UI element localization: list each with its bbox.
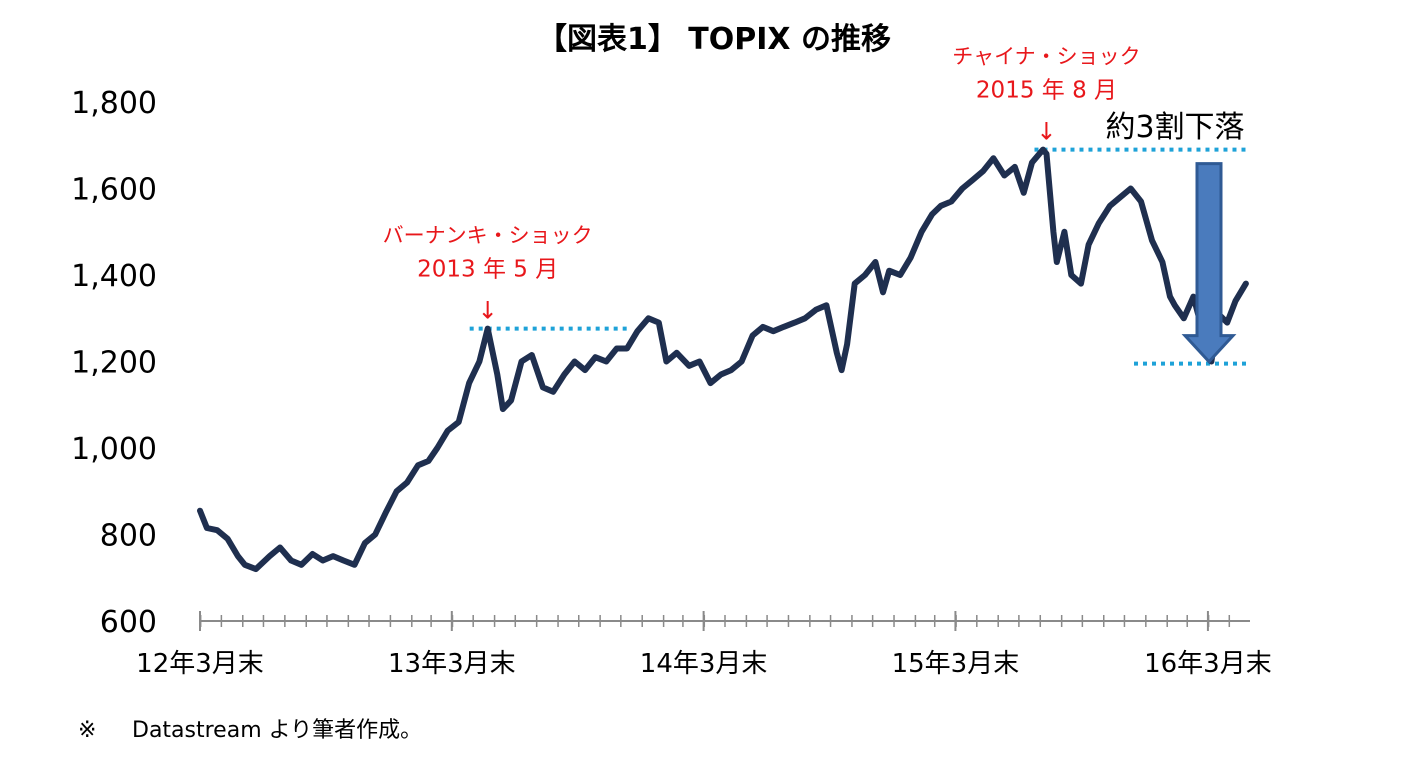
chart-title: 【図表1】 TOPIX の推移 — [536, 22, 891, 57]
source-note: ※ Datastream より筆者作成。 — [78, 712, 422, 744]
note-text: Datastream より筆者作成。 — [132, 718, 423, 743]
x-tick-label: 13年3月末 — [388, 649, 516, 679]
y-tick-label: 1,800 — [71, 86, 157, 121]
x-tick-label: 14年3月末 — [640, 649, 768, 679]
y-tick-label: 1,600 — [71, 173, 157, 208]
annotation-arrow-1: ↓ — [478, 297, 498, 325]
y-tick-label: 800 — [100, 519, 157, 554]
annotation-arrow-2: ↓ — [1036, 118, 1056, 146]
y-tick-label: 1,200 — [71, 346, 157, 381]
x-tick-label: 16年3月末 — [1144, 649, 1272, 679]
topix-series-line — [197, 146, 1249, 573]
y-tick-label: 1,400 — [71, 259, 157, 294]
note-mark: ※ — [78, 718, 97, 743]
decline-arrow — [1181, 162, 1237, 364]
y-tick-label: 1,000 — [71, 432, 157, 467]
x-tick-label: 12年3月末 — [136, 649, 264, 679]
annotation-date-1: 2013 年 5 月 — [417, 257, 558, 283]
x-tick-label: 15年3月末 — [892, 649, 1020, 679]
annotation-label-2: チャイナ・ショック — [952, 45, 1140, 69]
annotation-date-2: 2015 年 8 月 — [976, 78, 1117, 104]
y-tick-label: 600 — [100, 605, 157, 640]
decline-label: 約3割下落 — [1105, 110, 1244, 145]
annotation-label-1: バーナンキ・ショック — [383, 224, 593, 248]
